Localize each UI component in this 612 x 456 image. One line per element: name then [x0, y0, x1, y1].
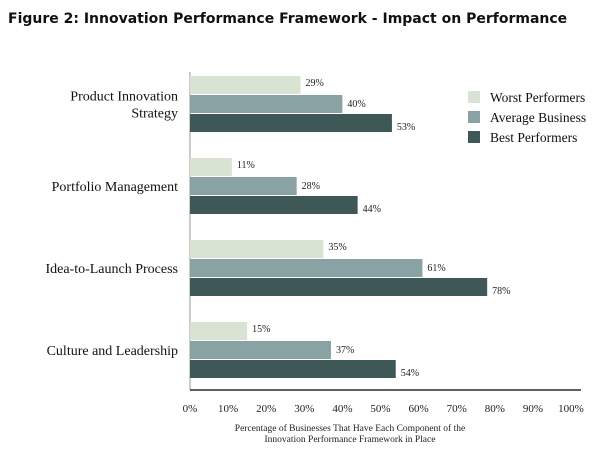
data-label: 35%: [328, 242, 346, 253]
bar-average-business: [190, 341, 331, 359]
x-tick-label: 40%: [332, 403, 352, 415]
data-label: 28%: [302, 181, 320, 192]
x-tick-label: 0%: [183, 403, 198, 415]
legend-label: Average Business: [490, 110, 586, 125]
bar-best-performers: [190, 196, 358, 214]
bar-worst-performers: [190, 76, 301, 94]
data-label: 78%: [492, 286, 510, 297]
x-tick-label: 30%: [294, 403, 314, 415]
x-axis-label-line-2: Innovation Performance Framework in Plac…: [265, 434, 436, 445]
bar-best-performers: [190, 360, 396, 378]
x-tick-label: 100%: [558, 403, 584, 415]
bar-worst-performers: [190, 240, 324, 258]
bar-worst-performers: [190, 322, 248, 340]
x-tick-label: 80%: [485, 403, 505, 415]
bar-average-business: [190, 259, 423, 277]
category-label: Strategy: [131, 107, 178, 122]
category-label: Product Innovation: [70, 90, 178, 105]
data-label: 11%: [237, 160, 255, 171]
x-tick-label: 20%: [256, 403, 276, 415]
x-tick-label: 70%: [447, 403, 467, 415]
category-label: Culture and Leadership: [47, 344, 178, 359]
legend-swatch: [468, 131, 480, 143]
data-label: 29%: [305, 78, 323, 89]
data-label: 15%: [252, 324, 270, 335]
category-label: Portfolio Management: [52, 180, 178, 195]
data-label: 53%: [397, 122, 415, 133]
bar-best-performers: [190, 278, 488, 296]
chart-title: Figure 2: Innovation Performance Framewo…: [8, 11, 567, 27]
bar-worst-performers: [190, 158, 232, 176]
data-label: 54%: [401, 368, 419, 379]
x-tick-label: 10%: [218, 403, 238, 415]
legend-label: Worst Performers: [490, 90, 585, 105]
data-label: 61%: [427, 263, 445, 274]
category-label: Idea-to-Launch Process: [45, 262, 178, 277]
data-label: 40%: [347, 99, 365, 110]
x-tick-label: 50%: [370, 403, 390, 415]
bar-average-business: [190, 95, 343, 113]
legend-swatch: [468, 111, 480, 123]
x-tick-label: 90%: [523, 403, 543, 415]
x-tick-label: 60%: [409, 403, 429, 415]
data-label: 44%: [363, 204, 381, 215]
legend-swatch: [468, 91, 480, 103]
x-axis-label-line-1: Percentage of Businesses That Have Each …: [235, 423, 465, 434]
bar-best-performers: [190, 114, 392, 132]
bar-average-business: [190, 177, 297, 195]
data-label: 37%: [336, 345, 354, 356]
legend-label: Best Performers: [490, 130, 577, 145]
